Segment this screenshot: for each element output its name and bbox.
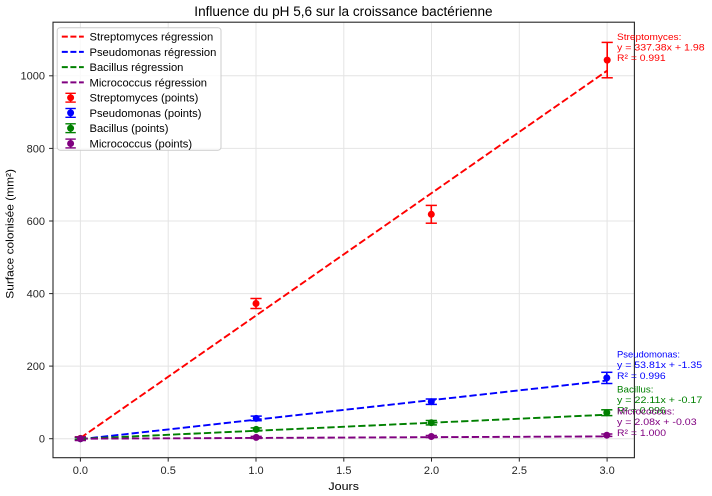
svg-text:Streptomyces régression: Streptomyces régression	[90, 32, 214, 44]
svg-text:Streptomyces:: Streptomyces:	[617, 32, 681, 43]
svg-text:Micrococcus (points): Micrococcus (points)	[90, 139, 193, 151]
svg-text:Bacillus (points): Bacillus (points)	[90, 123, 169, 135]
svg-text:Streptomyces (points): Streptomyces (points)	[90, 93, 199, 105]
svg-text:0.0: 0.0	[73, 465, 88, 477]
svg-text:800: 800	[27, 143, 45, 155]
svg-text:y = 22.11x + -0.17: y = 22.11x + -0.17	[617, 395, 702, 406]
svg-text:R² = 0.996: R² = 0.996	[617, 406, 666, 417]
svg-text:Bacillus:: Bacillus:	[617, 384, 654, 395]
svg-text:600: 600	[27, 216, 45, 228]
svg-text:0: 0	[39, 434, 45, 446]
svg-text:Surface colonisée (mm²): Surface colonisée (mm²)	[5, 169, 17, 299]
svg-text:y = 53.81x + -1.35: y = 53.81x + -1.35	[617, 360, 702, 371]
svg-text:Pseudomonas (points): Pseudomonas (points)	[90, 108, 202, 120]
svg-text:2.5: 2.5	[512, 465, 527, 477]
svg-text:0.5: 0.5	[161, 465, 176, 477]
svg-text:Influence du pH 5,6 sur la cro: Influence du pH 5,6 sur la croissance ba…	[194, 4, 492, 19]
svg-text:R² = 0.991: R² = 0.991	[617, 53, 666, 64]
svg-text:1.5: 1.5	[336, 465, 351, 477]
svg-text:Jours: Jours	[328, 481, 359, 493]
svg-text:R² = 1.000: R² = 1.000	[617, 428, 666, 439]
svg-text:3.0: 3.0	[599, 465, 614, 477]
svg-text:Pseudomonas:: Pseudomonas:	[617, 349, 680, 360]
svg-text:R² = 0.996: R² = 0.996	[617, 371, 666, 382]
svg-text:1.0: 1.0	[248, 465, 263, 477]
svg-text:y = 337.38x + 1.98: y = 337.38x + 1.98	[617, 43, 705, 54]
svg-text:Micrococcus:: Micrococcus:	[617, 406, 675, 417]
svg-text:400: 400	[27, 289, 45, 301]
svg-text:1000: 1000	[21, 71, 45, 83]
svg-text:200: 200	[27, 361, 45, 373]
svg-text:y = 2.08x + -0.03: y = 2.08x + -0.03	[617, 417, 697, 428]
svg-text:2.0: 2.0	[424, 465, 439, 477]
svg-text:Bacillus régression: Bacillus régression	[90, 62, 184, 74]
svg-text:Pseudomonas régression: Pseudomonas régression	[90, 47, 217, 59]
svg-text:Micrococcus régression: Micrococcus régression	[90, 77, 208, 89]
